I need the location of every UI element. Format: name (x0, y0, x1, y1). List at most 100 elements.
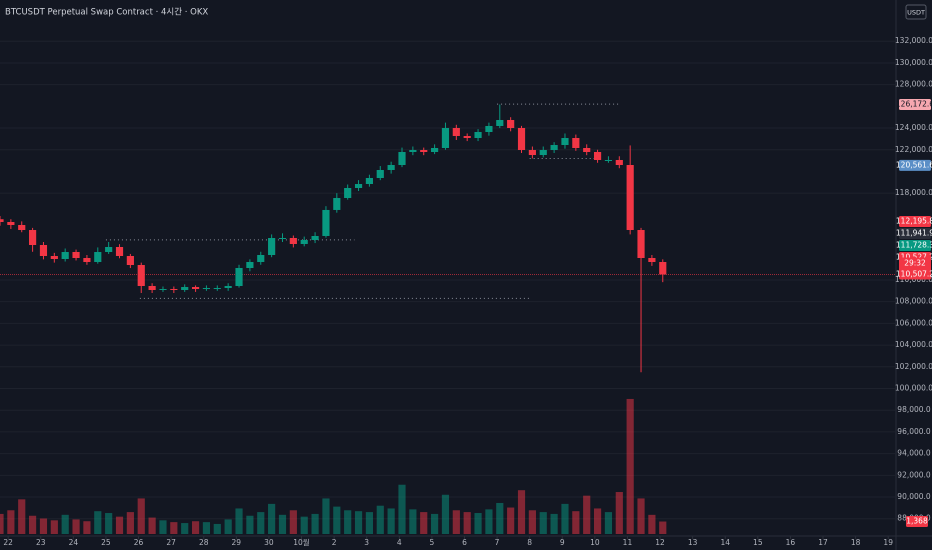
candle-body (485, 126, 493, 133)
price-badge-label: 111,728.3 (896, 240, 932, 249)
y-tick-label: 108,000.0 (895, 297, 932, 306)
candle-body (18, 225, 26, 231)
x-tick-label: 12 (655, 538, 665, 547)
candle-body (181, 287, 189, 291)
volume-bar (83, 521, 91, 534)
candle-body (387, 165, 395, 170)
price-badge (899, 239, 931, 251)
candle-body (593, 152, 602, 161)
x-tick-label: 16 (786, 538, 796, 547)
candle-body (29, 230, 37, 246)
candle-body (61, 252, 69, 260)
candle-body (452, 127, 460, 136)
candle-body (257, 254, 265, 262)
volume-bar (50, 520, 58, 534)
volume-bar (387, 508, 395, 534)
candle-body (83, 258, 91, 262)
x-tick-label: 5 (429, 538, 434, 547)
candle-body (539, 150, 547, 156)
x-tick-label: 19 (883, 538, 893, 547)
volume-bar (561, 503, 569, 534)
price-badge-label: 120,561.6 (896, 160, 932, 169)
candle-body (300, 240, 308, 244)
price-badge (899, 98, 931, 110)
candle-body (626, 165, 634, 231)
volume-bar (137, 498, 145, 534)
volume-bar (441, 494, 450, 534)
volume-bar (539, 512, 547, 534)
candle-body (409, 150, 417, 153)
price-badge-label: 110,527.2 (896, 252, 932, 261)
x-tick-label: 26 (134, 538, 144, 547)
candle-body (420, 150, 428, 153)
volume-bar (213, 523, 221, 534)
candle-body (517, 127, 526, 151)
candle-body (148, 286, 156, 291)
candle-body (137, 265, 145, 287)
volume-bar (18, 499, 26, 534)
currency-label[interactable]: USDT (907, 9, 925, 17)
volume-bar (61, 514, 69, 534)
candle-body (191, 287, 200, 290)
volume-bar (583, 495, 591, 534)
candle-body (431, 147, 439, 153)
volume-bar (105, 513, 113, 534)
volume-bar (289, 510, 297, 534)
x-tick-label: 29 (232, 538, 242, 547)
x-tick-label: 6 (462, 538, 467, 547)
volume-bar (126, 512, 134, 534)
candle-body (224, 286, 232, 289)
candle-body (344, 187, 352, 199)
x-tick-label: 10 (590, 538, 600, 547)
volume-bar (246, 515, 254, 534)
candle-body (615, 160, 623, 166)
volume-bar (376, 505, 384, 534)
volume-bar (431, 513, 439, 534)
x-tick-label: 7 (495, 538, 500, 547)
volume-bar (0, 513, 4, 534)
x-tick-label: 10월 (293, 537, 310, 547)
volume-bar (72, 519, 80, 534)
y-tick-label: 128,000.0 (895, 80, 932, 89)
volume-bar (39, 518, 48, 534)
volume-bar (29, 515, 37, 534)
candle-body (648, 258, 656, 262)
x-tick-label: 24 (69, 538, 79, 547)
y-tick-label: 90,000.0 (897, 492, 931, 501)
volume-bar (637, 498, 645, 534)
volume-bar (648, 514, 656, 534)
y-tick-label: 118,000.0 (895, 188, 932, 197)
x-tick-label: 14 (720, 538, 730, 547)
candle-body (289, 237, 297, 244)
x-tick-label: 15 (753, 538, 763, 547)
x-tick-label: 2 (332, 538, 337, 547)
candle-body (561, 138, 569, 146)
candle-body (0, 219, 4, 222)
candle-body (550, 145, 558, 151)
y-tick-label: 98,000.0 (897, 405, 931, 414)
candle-body (572, 138, 580, 148)
volume-bar (496, 502, 504, 534)
currency-button[interactable] (905, 4, 927, 20)
y-tick-label: 96,000.0 (897, 427, 931, 436)
volume-bar (268, 503, 276, 534)
candle-body (496, 120, 504, 127)
candle-body (659, 261, 667, 275)
volume-bar (452, 510, 460, 534)
candle-body (637, 230, 645, 259)
x-tick-label: 11 (623, 538, 633, 547)
x-tick-label: 3 (364, 538, 369, 547)
price-badge-label: 126,172.6 (896, 99, 932, 108)
candle-body (246, 261, 254, 268)
candle-body (376, 169, 384, 179)
volume-bar (528, 510, 536, 534)
candle-body (72, 252, 80, 259)
candle-body (105, 247, 113, 253)
candle-body (322, 209, 330, 236)
volume-bar (593, 508, 602, 534)
candle-body (159, 289, 167, 291)
volume-bar (148, 517, 156, 534)
x-tick-label: 8 (527, 538, 532, 547)
